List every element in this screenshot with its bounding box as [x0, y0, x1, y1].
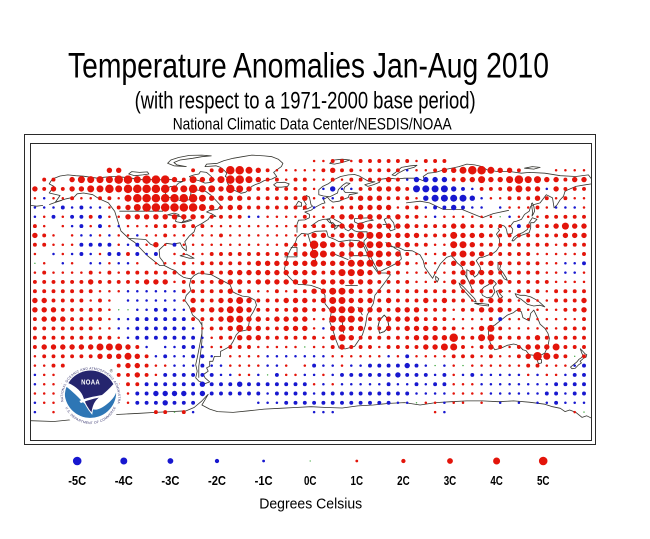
svg-text:®: ®	[110, 368, 114, 373]
svg-text:5C: 5C	[537, 473, 550, 488]
svg-text:3C: 3C	[444, 473, 457, 488]
svg-text:-5C: -5C	[68, 473, 86, 488]
svg-text:-2C: -2C	[208, 473, 226, 488]
svg-text:4C: 4C	[490, 473, 503, 488]
svg-text:1C: 1C	[351, 473, 364, 488]
svg-text:Degrees Celsius: Degrees Celsius	[259, 497, 362, 513]
svg-text:0C: 0C	[304, 473, 317, 488]
svg-text:-1C: -1C	[255, 473, 273, 488]
svg-text:2C: 2C	[397, 473, 410, 488]
svg-text:-4C: -4C	[115, 473, 133, 488]
svg-text:National Climatic Data Center/: National Climatic Data Center/NESDIS/NOA…	[173, 115, 453, 134]
svg-text:(with respect to a 1971-2000 b: (with respect to a 1971-2000 base period…	[135, 88, 476, 115]
svg-text:-3C: -3C	[161, 473, 179, 488]
svg-text:Temperature Anomalies Jan-Aug: Temperature Anomalies Jan-Aug 2010	[68, 46, 549, 86]
svg-text:NOAA: NOAA	[81, 377, 100, 386]
